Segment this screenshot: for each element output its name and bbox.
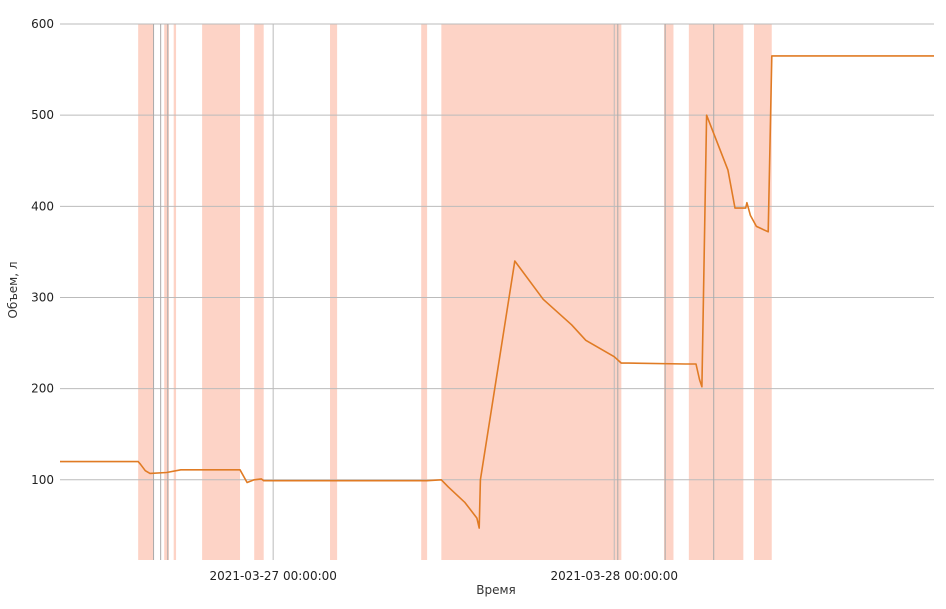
highlight-band	[663, 24, 674, 560]
x-tick-label: 2021-03-27 00:00:00	[209, 569, 336, 583]
highlight-band	[421, 24, 428, 560]
y-tick-label: 500	[31, 108, 54, 122]
highlight-band	[164, 24, 169, 560]
highlight-band	[202, 24, 241, 560]
x-axis: 2021-03-27 00:00:00 2021-03-28 00:00:00	[209, 569, 678, 583]
highlight-band	[441, 24, 622, 560]
y-axis: 100 200 300 400 500 600	[31, 17, 54, 487]
series	[60, 55, 934, 529]
highlight-band	[173, 24, 177, 560]
highlight-band	[138, 24, 154, 560]
y-tick-label: 100	[31, 473, 54, 487]
highlight-band	[254, 24, 264, 560]
grid	[60, 23, 934, 560]
y-axis-title: Объем, л	[6, 261, 20, 318]
highlight-band	[330, 24, 338, 560]
series-line	[60, 55, 934, 529]
y-tick-label: 200	[31, 382, 54, 396]
highlight-band	[753, 24, 772, 560]
highlight-bands	[138, 24, 772, 560]
y-tick-label: 400	[31, 199, 54, 213]
y-tick-label: 300	[31, 290, 54, 304]
y-tick-label: 600	[31, 17, 54, 31]
highlight-band	[688, 24, 744, 560]
x-axis-title: Время	[476, 583, 516, 597]
x-tick-label: 2021-03-28 00:00:00	[551, 569, 678, 583]
